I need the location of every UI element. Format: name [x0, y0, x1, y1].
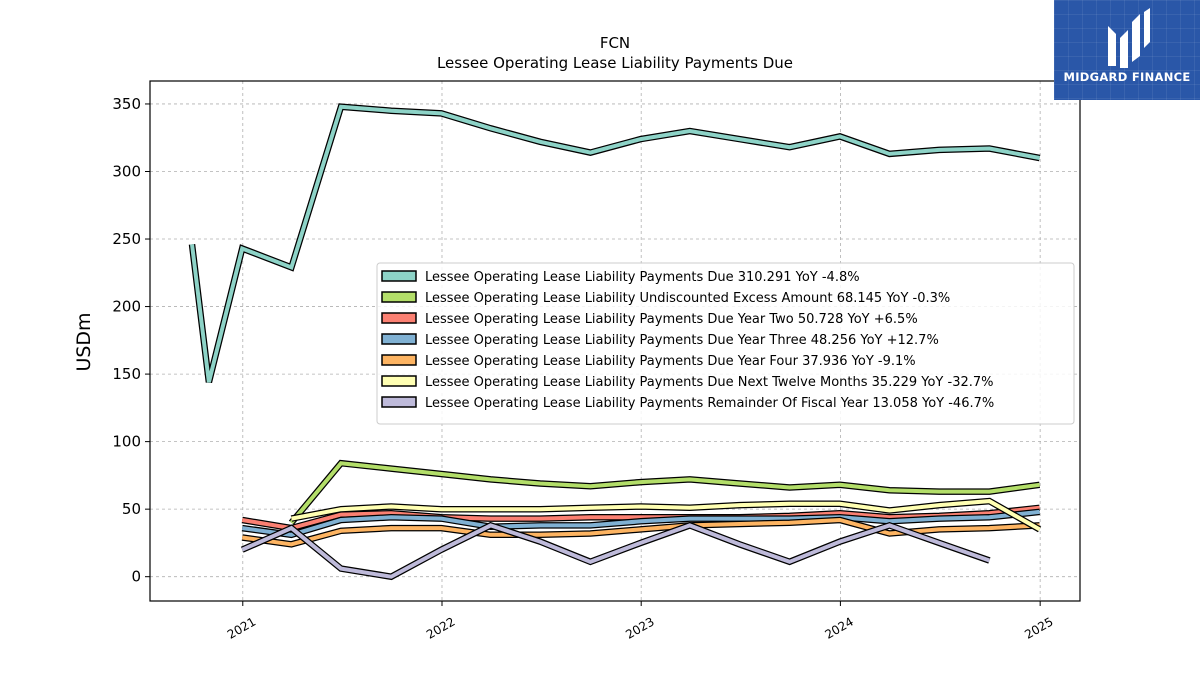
y-tick-label: 350 — [112, 95, 141, 113]
legend-label: Lessee Operating Lease Liability Undisco… — [425, 291, 950, 306]
x-tick-label: 2021 — [225, 614, 258, 641]
series-7 — [240, 521, 991, 581]
x-tick-label: 2024 — [822, 614, 855, 641]
y-tick-label: 300 — [112, 162, 141, 180]
chart-title: FCN — [600, 34, 630, 52]
series-4 — [241, 508, 1040, 539]
series-2 — [288, 459, 1041, 525]
y-tick-label: 100 — [112, 433, 141, 451]
plot-frame — [149, 80, 1081, 602]
series-line — [289, 461, 1040, 524]
x-tick-label: 2023 — [623, 614, 656, 641]
legend-label: Lessee Operating Lease Liability Payment… — [425, 396, 994, 411]
series-6 — [290, 497, 1042, 533]
midgard-finance-logo: MIDGARD FINANCE — [1054, 0, 1200, 100]
logo-mark-icon — [1108, 8, 1150, 68]
legend-label: Lessee Operating Lease Liability Payment… — [425, 354, 916, 369]
series-1 — [188, 103, 1041, 383]
legend: Lessee Operating Lease Liability Payment… — [376, 262, 1075, 425]
y-tick-label: 50 — [122, 500, 141, 518]
series-line — [241, 505, 1040, 531]
series-line — [241, 523, 991, 579]
series-line — [190, 104, 1040, 383]
legend-swatch — [381, 354, 417, 366]
chart-subtitle: Lessee Operating Lease Liability Payment… — [437, 54, 793, 72]
y-axis-label: USDm — [73, 312, 95, 371]
legend-swatch — [381, 270, 417, 282]
legend-swatch — [381, 396, 417, 408]
series-3 — [241, 504, 1040, 532]
legend-label: Lessee Operating Lease Liability Payment… — [425, 270, 860, 285]
legend-box — [376, 262, 1075, 425]
legend-swatch — [381, 375, 417, 387]
x-tick-label: 2022 — [424, 614, 457, 641]
y-tick-label: 150 — [112, 365, 141, 383]
legend-swatch — [381, 291, 417, 303]
y-tick-label: 0 — [131, 568, 141, 586]
x-tick-label: 2025 — [1022, 614, 1055, 641]
logo-text: MIDGARD FINANCE — [1063, 70, 1191, 84]
legend-swatch — [381, 333, 417, 345]
y-tick-label: 200 — [112, 298, 141, 316]
legend-label: Lessee Operating Lease Liability Payment… — [425, 312, 918, 327]
legend-label: Lessee Operating Lease Liability Payment… — [425, 375, 994, 390]
series-line — [291, 499, 1041, 532]
y-tick-label: 250 — [112, 230, 141, 248]
series-lines — [188, 103, 1042, 581]
series-line — [241, 509, 1040, 537]
legend-swatch — [381, 312, 417, 324]
legend-label: Lessee Operating Lease Liability Payment… — [425, 333, 939, 348]
